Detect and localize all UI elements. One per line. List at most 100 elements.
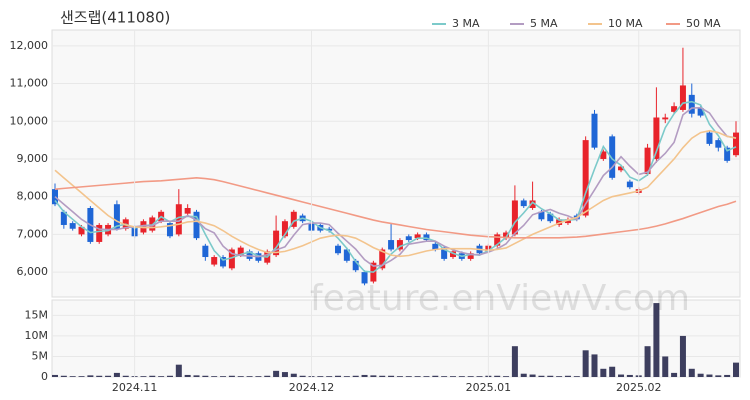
legend-label: 50 MA: [686, 17, 721, 30]
y-tick-label: 7,000: [17, 227, 49, 240]
legend-label: 10 MA: [608, 17, 643, 30]
candle-body: [432, 243, 439, 250]
x-tick-label: 2024.12: [289, 381, 335, 394]
volume-bar: [494, 375, 501, 377]
volume-bar: [671, 372, 678, 377]
candle-body: [564, 219, 571, 224]
candle-body: [290, 211, 297, 227]
candle-body: [724, 147, 731, 161]
candle-body: [405, 236, 412, 241]
candle-body: [626, 181, 633, 188]
volume-bar: [547, 375, 554, 377]
y-tick-label: 10,000: [10, 114, 49, 127]
volume-bar: [724, 374, 731, 377]
volume-bar: [370, 375, 377, 377]
y-tick-label: 9,000: [17, 152, 49, 165]
volume-bar: [538, 375, 545, 377]
candle-body: [529, 200, 536, 208]
volume-bar: [326, 376, 333, 377]
volume-bar: [52, 374, 58, 377]
volume-bar: [175, 364, 182, 377]
legend-label: 3 MA: [452, 17, 480, 30]
candle-body: [202, 245, 209, 258]
candle-body: [715, 140, 722, 148]
volume-bar: [396, 376, 403, 377]
candle-body: [449, 251, 456, 258]
candle-body: [494, 234, 501, 246]
volume-bar: [281, 372, 288, 377]
candle-body: [520, 200, 527, 207]
candle-body: [326, 228, 333, 231]
volume-bar: [706, 374, 713, 377]
volume-bar: [600, 368, 607, 377]
candle-body: [653, 117, 660, 159]
volume-bar: [220, 376, 227, 377]
volume-bar: [335, 375, 342, 377]
y-tick-label: 12,000: [10, 39, 49, 52]
candle-body: [193, 211, 200, 239]
volume-bar: [379, 375, 386, 377]
volume-bar: [193, 375, 200, 377]
candle-body: [618, 166, 625, 171]
candle-body: [166, 223, 173, 237]
volume-bar: [122, 375, 129, 377]
candle-body: [591, 113, 598, 148]
volume-bar: [423, 376, 430, 377]
volume-bar: [503, 376, 510, 377]
volume-bar: [149, 375, 156, 377]
volume-bar: [140, 376, 147, 377]
candle-body: [96, 224, 103, 242]
volume-panel: [51, 299, 741, 378]
volume-bar: [405, 376, 412, 377]
volume-bar: [105, 375, 112, 377]
candle-body: [662, 117, 669, 120]
candle-body: [441, 247, 448, 259]
watermark: feature.enViewV.com: [310, 278, 690, 319]
candle-body: [237, 247, 244, 256]
volume-bar: [299, 375, 306, 377]
volume-bar: [273, 370, 280, 377]
volume-bar: [564, 375, 571, 377]
volume-bar: [458, 376, 465, 377]
volume-bar: [211, 376, 218, 377]
candle-body: [60, 211, 67, 225]
volume-bar: [113, 372, 120, 377]
candle-body: [582, 140, 589, 216]
volume-bar: [733, 362, 739, 377]
volume-bar: [511, 346, 518, 377]
y-tick-label: 5M: [32, 349, 49, 362]
candle-body: [679, 85, 686, 110]
candle-body: [281, 221, 288, 237]
candle-body: [184, 208, 191, 214]
ma-line: [54, 129, 737, 258]
volume-bar: [166, 375, 173, 377]
volume-bar: [414, 376, 421, 377]
volume-bar: [441, 376, 448, 377]
candle-body: [688, 94, 695, 114]
volume-bar: [520, 373, 527, 377]
x-tick-label: 2025.02: [616, 381, 662, 394]
volume-bar: [618, 374, 625, 377]
volume-bar: [432, 375, 439, 377]
volume-bar: [715, 375, 722, 377]
volume-bar: [202, 375, 209, 377]
candle-body: [396, 240, 403, 250]
volume-bar: [626, 374, 633, 377]
candle-body: [706, 132, 713, 144]
y-tick-label: 8,000: [17, 190, 49, 203]
candle-body: [467, 253, 474, 259]
volume-bar: [352, 375, 359, 377]
candle-body: [113, 204, 120, 229]
candle-body: [175, 204, 182, 235]
legend-label: 5 MA: [530, 17, 558, 30]
volume-bar: [237, 376, 244, 377]
volume-bar: [158, 376, 165, 377]
candle-body: [352, 260, 359, 271]
volume-bar: [467, 376, 474, 377]
volume-bar: [679, 335, 686, 377]
chart-title: 샌즈랩(411080): [60, 9, 170, 27]
volume-bar: [644, 346, 651, 377]
volume-bar: [476, 376, 483, 377]
volume-bar: [69, 376, 76, 377]
volume-bar: [388, 375, 395, 377]
